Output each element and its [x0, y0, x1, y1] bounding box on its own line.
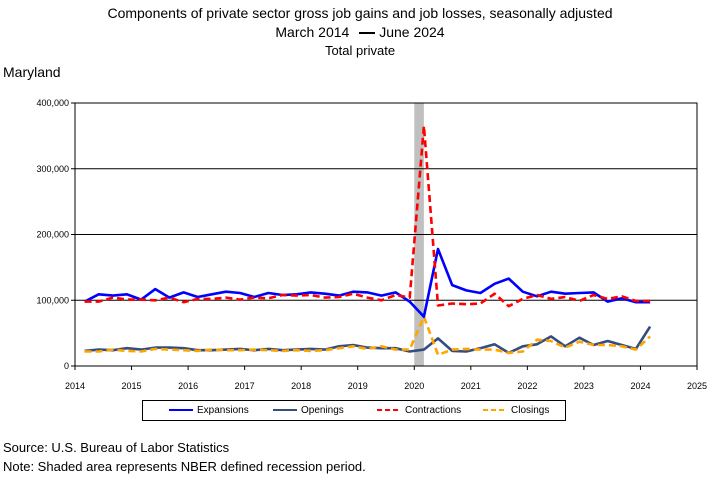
x-tick-label: 2017 [235, 381, 255, 391]
legend-item-closings: Closings [483, 403, 549, 418]
legend-label-openings: Openings [301, 405, 344, 416]
y-tick-label: 300,000 [36, 164, 69, 174]
chart-industry: Total private [324, 43, 396, 58]
x-tick-label: 2021 [461, 381, 481, 391]
x-tick-label: 2024 [630, 381, 650, 391]
date-range-start: March 2014 [275, 24, 350, 40]
chart-subtitle: March 2014 June 2024 [0, 23, 720, 42]
y-tick-label: 100,000 [36, 295, 69, 305]
x-tick-label: 2020 [404, 381, 424, 391]
series-line-contractions [84, 124, 651, 308]
plot-frame [74, 102, 698, 367]
series-line-openings [84, 325, 652, 355]
series-line-closings [84, 315, 651, 357]
y-tick-label: 400,000 [36, 98, 69, 108]
recession-note: Note: Shaded area represents NBER define… [3, 459, 366, 474]
x-tick-label: 2022 [517, 381, 537, 391]
legend-label-expansions: Expansions [197, 405, 249, 416]
legend-label-closings: Closings [511, 405, 550, 416]
x-tick-label: 2016 [178, 381, 198, 391]
legend-swatch-contractions [377, 409, 401, 412]
x-tick-label: 2018 [291, 381, 311, 391]
legend-swatch-closings [483, 409, 507, 412]
x-tick-label: 2014 [65, 381, 85, 391]
source-note: Source: U.S. Bureau of Labor Statistics [3, 440, 230, 455]
x-tick-label: 2025 [687, 381, 707, 391]
date-range-end: June 2024 [379, 24, 445, 40]
series-line-expansions [84, 247, 651, 319]
x-tick-label: 2023 [574, 381, 594, 391]
legend-swatch-expansions [169, 409, 193, 412]
chart-title: Components of private sector gross job g… [107, 5, 613, 21]
y-tick-label: 0 [64, 361, 69, 371]
legend-item-openings: Openings [273, 403, 344, 418]
dash-line-icon [359, 32, 376, 35]
legend-item-contractions: Contractions [377, 403, 461, 418]
region-label: Maryland [3, 64, 61, 80]
y-tick-label: 200,000 [36, 230, 69, 240]
x-tick-label: 2019 [348, 381, 368, 391]
legend-item-expansions: Expansions [169, 403, 249, 418]
chart-legend: Expansions Openings Contractions Closing… [142, 400, 566, 421]
legend-swatch-openings [273, 409, 297, 412]
chart-title-block: Components of private sector gross job g… [0, 4, 720, 60]
x-tick-label: 2015 [122, 381, 142, 391]
legend-label-contractions: Contractions [405, 405, 462, 416]
